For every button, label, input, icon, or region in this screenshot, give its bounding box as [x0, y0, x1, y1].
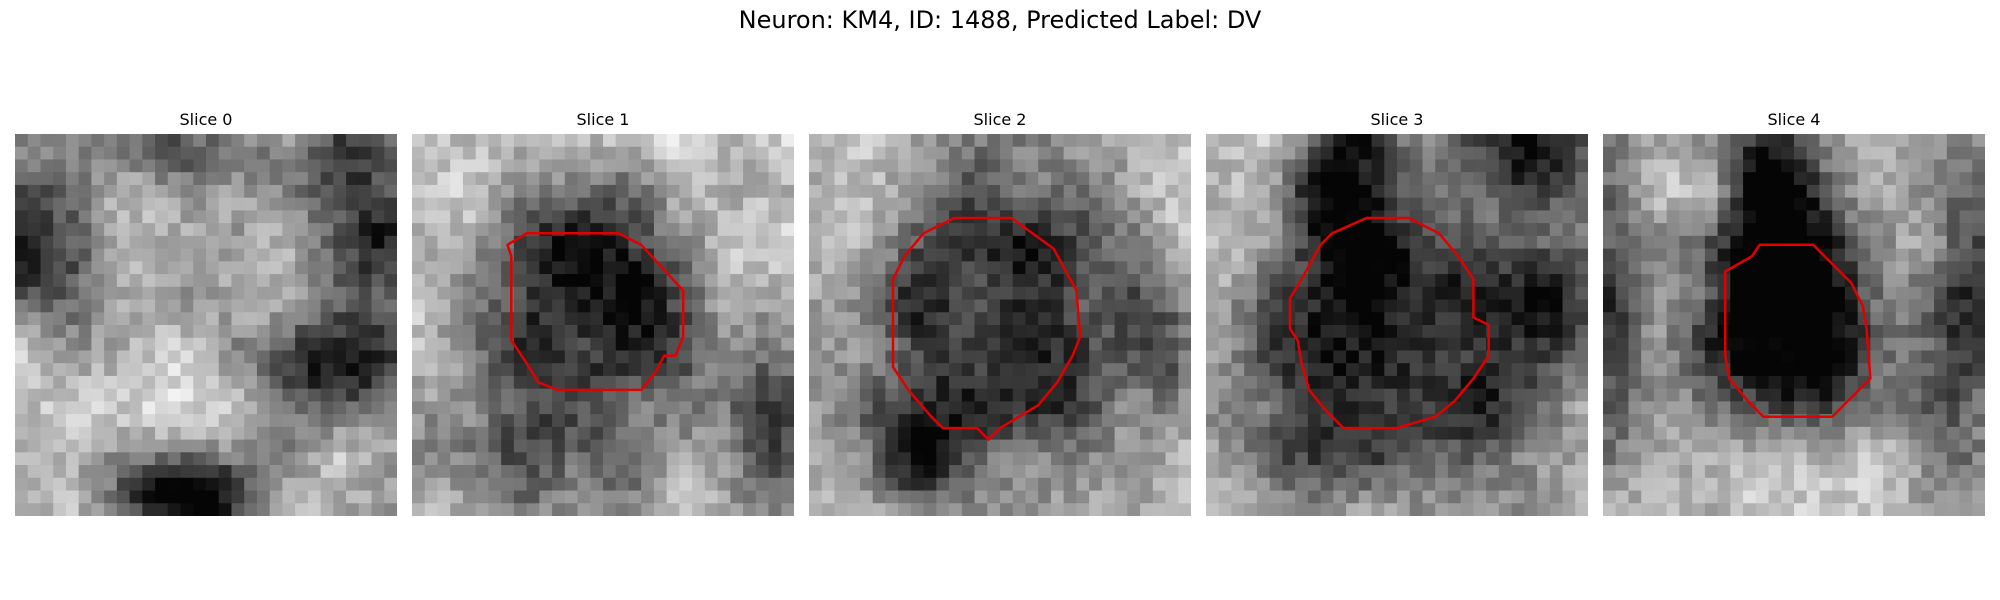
segmentation-contour	[506, 232, 685, 392]
slice-panel-2: Slice 2	[809, 110, 1191, 516]
slice-image	[412, 134, 794, 516]
slice-image	[1603, 134, 1985, 516]
slice-panel-4: Slice 4	[1603, 110, 1985, 516]
slice-title: Slice 3	[1370, 110, 1424, 129]
segmentation-contour	[891, 216, 1082, 441]
pixel-grid	[1603, 134, 1985, 516]
slice-title: Slice 4	[1767, 110, 1821, 129]
slice-image	[15, 134, 397, 516]
slice-image	[809, 134, 1191, 516]
pixel-grid	[15, 134, 397, 516]
slice-panel-3: Slice 3	[1206, 110, 1588, 516]
pixel-grid	[1206, 134, 1588, 516]
figure-title: Neuron: KM4, ID: 1488, Predicted Label: …	[738, 6, 1262, 34]
pixel-grid	[809, 134, 1191, 516]
slice-title: Slice 2	[973, 110, 1027, 129]
slice-panel-0: Slice 0	[15, 110, 397, 516]
slice-panel-1: Slice 1	[412, 110, 794, 516]
pixel-grid	[412, 134, 794, 516]
segmentation-contour	[1288, 216, 1490, 430]
slice-title: Slice 1	[576, 110, 630, 129]
segmentation-contour	[1723, 243, 1872, 418]
slice-title: Slice 0	[179, 110, 233, 129]
slice-image	[1206, 134, 1588, 516]
